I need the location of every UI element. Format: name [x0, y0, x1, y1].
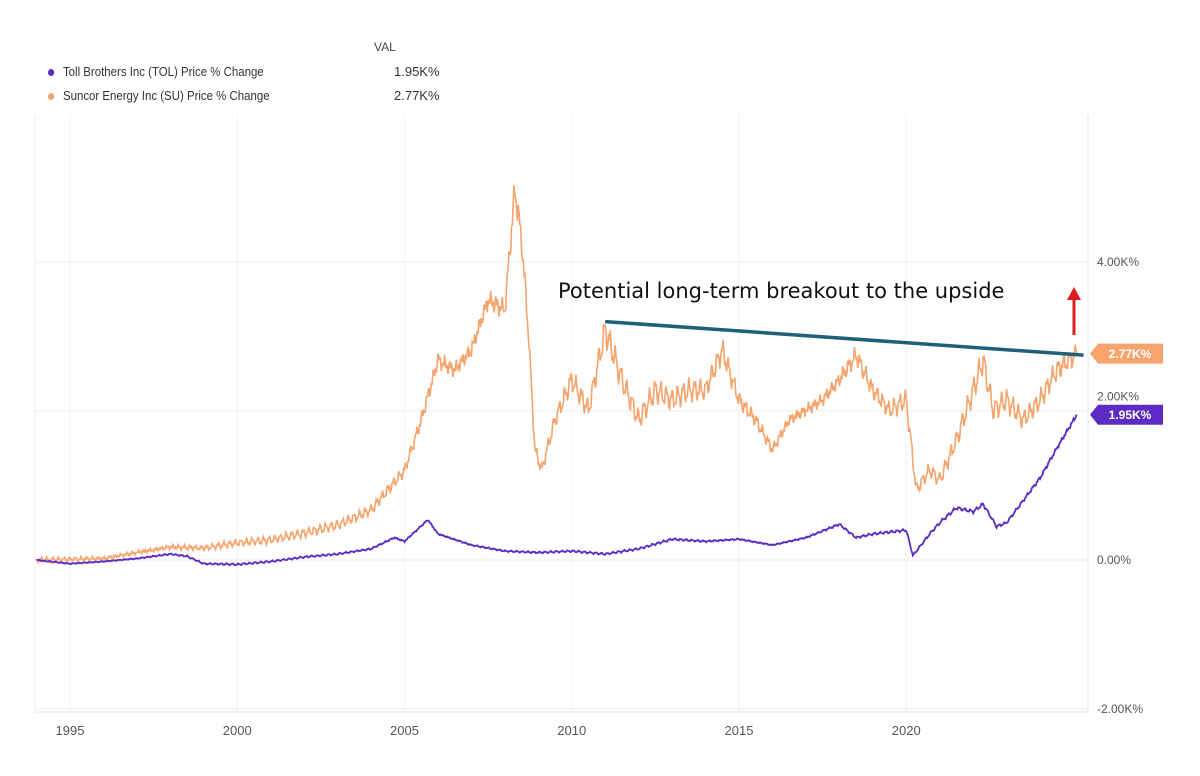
x-tick-label: 1995	[56, 723, 85, 738]
y-tick-label: -2.00K%	[1097, 702, 1143, 716]
value-tag-tol	[1090, 404, 1163, 425]
legend-label: Toll Brothers Inc (TOL) Price % Change	[62, 64, 264, 79]
y-tick-label: 0.00%	[1097, 553, 1131, 567]
x-tick-label: 2015	[725, 723, 754, 738]
x-tick-label: 2010	[557, 723, 586, 738]
legend-item-tol[interactable]: Toll Brothers Inc (TOL) Price % Change	[48, 64, 264, 79]
y-tick-label: 2.00K%	[1097, 390, 1139, 404]
legend-value-tol: 1.95K%	[394, 64, 440, 79]
legend-header: VAL	[374, 40, 396, 54]
legend-item-su[interactable]: Suncor Energy Inc (SU) Price % Change	[48, 88, 270, 103]
series-line-su	[36, 185, 1078, 566]
x-tick-label: 2020	[892, 723, 921, 738]
x-tick-label: 2005	[390, 723, 419, 738]
arrow-head-icon	[1067, 287, 1081, 300]
x-tick-label: 2000	[223, 723, 252, 738]
legend-dot-icon	[48, 69, 55, 77]
y-tick-label: 4.00K%	[1097, 255, 1139, 269]
trendline	[605, 319, 1084, 357]
value-tag-su	[1090, 343, 1163, 364]
legend-value-su: 2.77K%	[394, 88, 440, 103]
value-tag-su-text: 2.77K%	[1109, 347, 1152, 361]
legend-label: Suncor Energy Inc (SU) Price % Change	[62, 88, 270, 103]
legend-dot-icon	[48, 93, 55, 101]
value-tag-tol-text: 1.95K%	[1109, 408, 1152, 422]
annotation-text: Potential long-term breakout to the upsi…	[558, 279, 1005, 303]
series-line-tol	[35, 414, 1078, 567]
